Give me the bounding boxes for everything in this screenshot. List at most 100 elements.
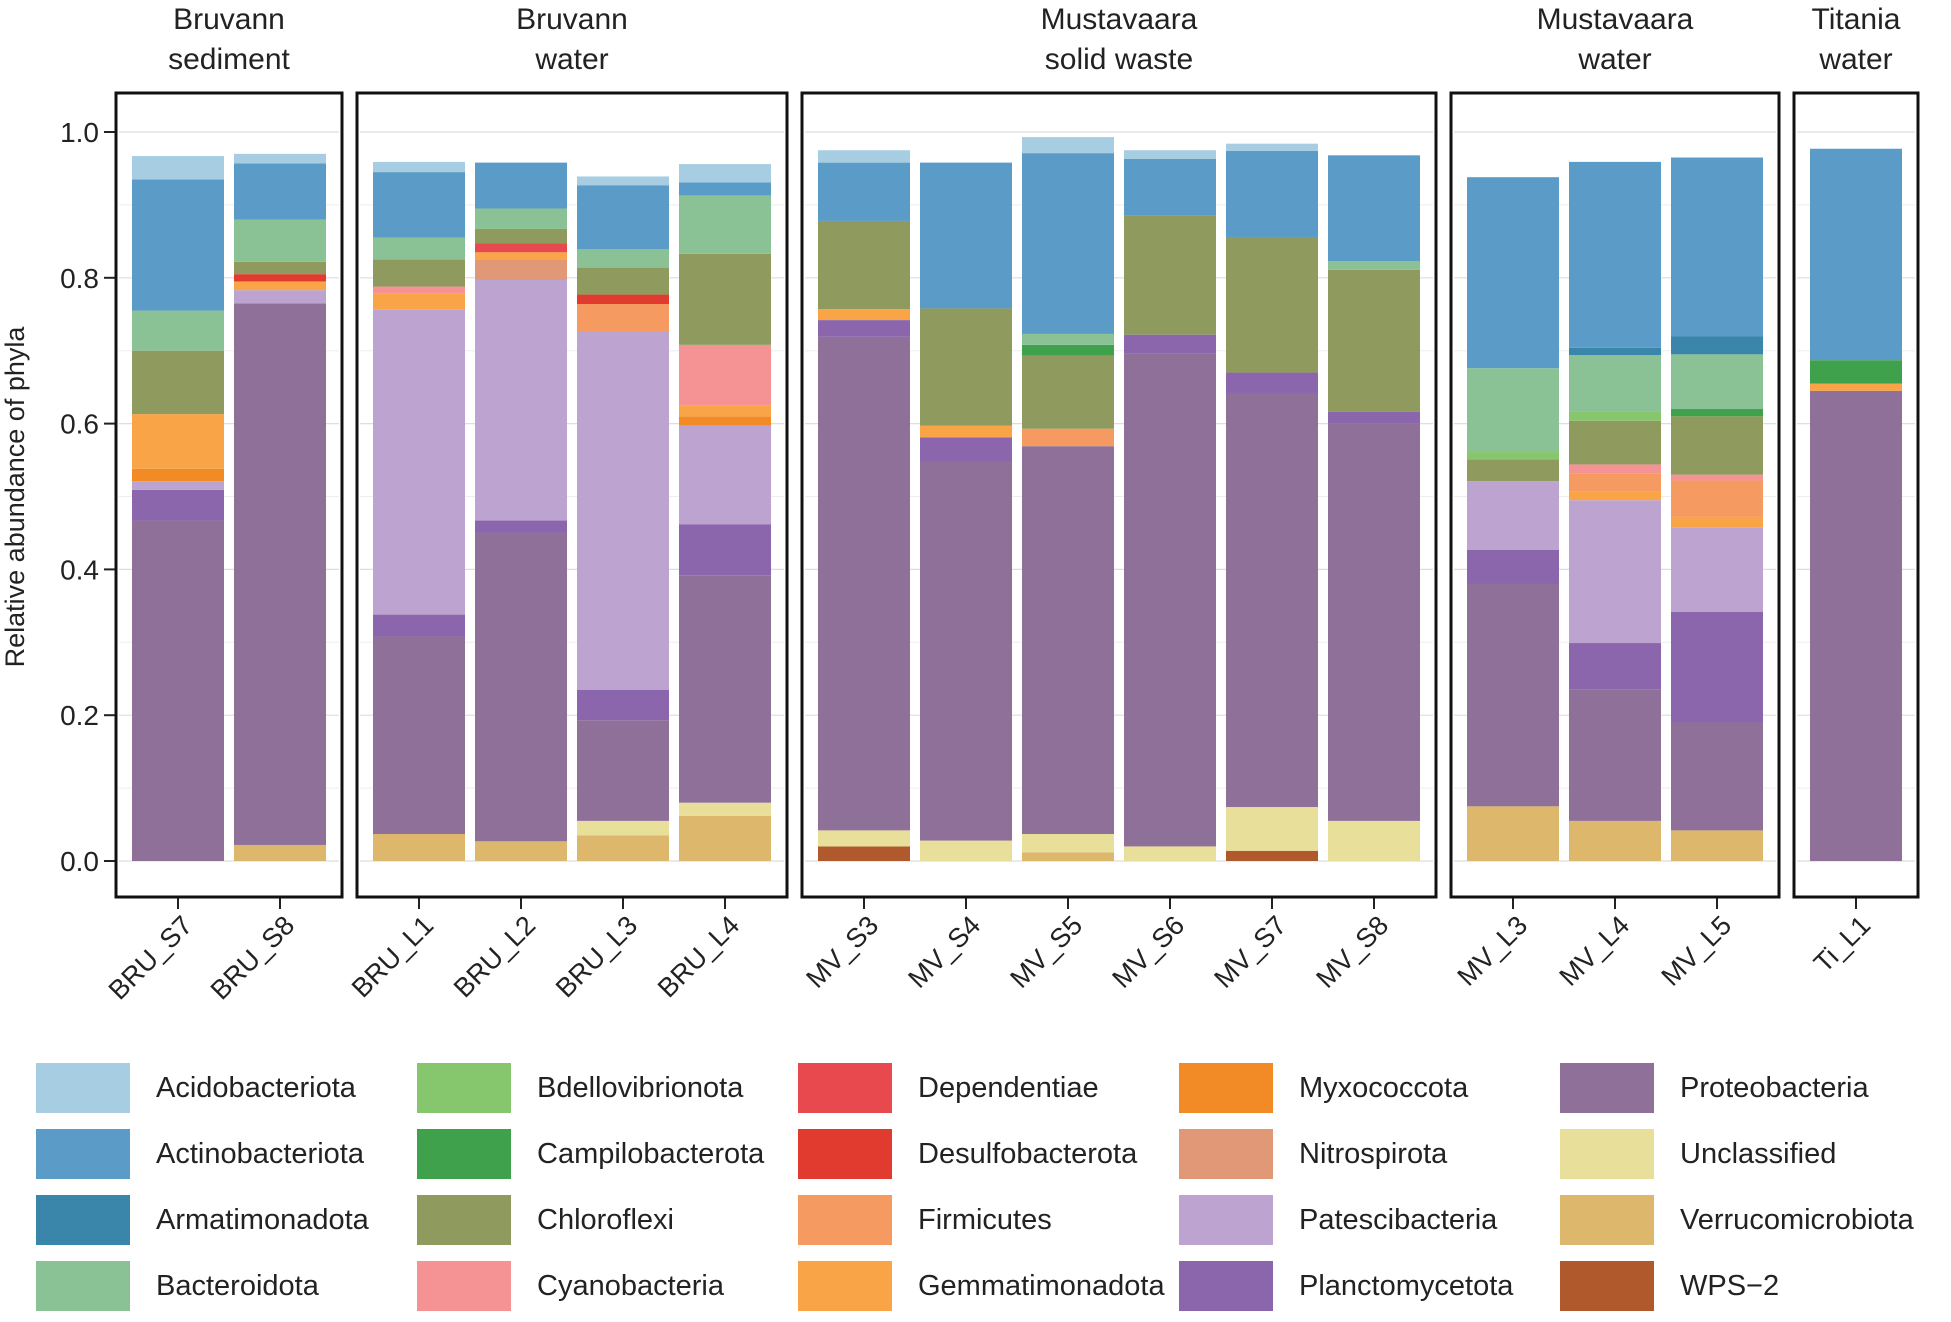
- bar-segment-bacteroidota: [475, 208, 567, 229]
- bar-segment-gemmatimonadota: [1569, 491, 1661, 501]
- panel-1: Bruvann water BRU_L1 BRU_L2 BRU_L3 BRU_L4: [346, 3, 789, 1003]
- bar-segment-bacteroidota: [1328, 261, 1420, 270]
- bar-segment-unclassified: [679, 802, 771, 816]
- legend-swatch: [417, 1195, 511, 1245]
- panel-3: Mustavaara water MV_L3 MV_L4 MV_L5: [1449, 3, 1781, 992]
- panel-frame: [800, 91, 1438, 899]
- bar-segment-planctomycetota: [373, 614, 465, 637]
- bar-segment-proteobacteria: [1467, 583, 1559, 807]
- panel-title: sediment: [168, 43, 290, 76]
- legend-swatch: [417, 1063, 511, 1113]
- x-tick-label: MV_S8: [1310, 910, 1394, 994]
- bar-segment-acidobacteriota: [234, 153, 326, 164]
- bar-segment-myxococcota: [679, 416, 771, 426]
- bar-segment-verrucomicrobiota: [577, 835, 669, 861]
- bar-segment-planctomycetota: [1328, 411, 1420, 424]
- legend: Acidobacteriota Actinobacteriota Armatimon…: [36, 1055, 1951, 1320]
- panel-title: water: [1577, 43, 1651, 76]
- legend-label: Acidobacteriota: [156, 1071, 356, 1104]
- bar-segment-proteobacteria: [373, 636, 465, 835]
- bar-segment-campilobacterota: [1022, 344, 1114, 356]
- bar-segment-proteobacteria: [1226, 392, 1318, 808]
- legend-label: Actinobacteriota: [156, 1137, 364, 1170]
- legend-item: Desulfobacterota: [798, 1121, 1179, 1187]
- x-tick-label: MV_S4: [902, 910, 986, 994]
- legend-swatch: [798, 1129, 892, 1179]
- legend-item: Bdellovibrionota: [417, 1055, 798, 1121]
- bar-segment-patescibacteria: [1467, 481, 1559, 550]
- bar-segment-bacteroidota: [373, 237, 465, 260]
- bar-segment-acidobacteriota: [1022, 137, 1114, 154]
- legend-label: Gemmatimonadota: [918, 1269, 1165, 1302]
- bar-segment-gemmatimonadota: [234, 281, 326, 291]
- legend-item: WPS−2: [1560, 1253, 1941, 1319]
- bar-segment-proteobacteria: [1124, 353, 1216, 847]
- legend-swatch: [36, 1129, 130, 1179]
- bar-segment-actinobacteriota: [1810, 148, 1902, 361]
- y-axis-label: Relative abundance of phyla: [0, 326, 30, 668]
- y-tick-label: 0.6: [60, 409, 99, 440]
- x-tick-label: BRU_L4: [652, 910, 745, 1003]
- legend-label: Unclassified: [1680, 1137, 1837, 1170]
- x-tick-label: MV_S6: [1106, 910, 1190, 994]
- panel-frame: [1792, 91, 1920, 899]
- bar-segment-planctomycetota: [1569, 643, 1661, 690]
- x-tick-label: MV_S3: [800, 910, 884, 994]
- bar-segment-actinobacteriota: [475, 162, 567, 209]
- bar-segment-proteobacteria: [818, 336, 910, 831]
- legend-swatch: [1179, 1261, 1273, 1311]
- x-tick-label: MV_S7: [1208, 910, 1292, 994]
- panel-title: water: [534, 43, 608, 76]
- bar-segment-acidobacteriota: [818, 150, 910, 163]
- bar-segment-verrucomicrobiota: [373, 834, 465, 861]
- legend-swatch: [798, 1195, 892, 1245]
- bar-segment-verrucomicrobiota: [1022, 852, 1114, 861]
- bar-segment-gemmatimonadota: [1671, 516, 1763, 528]
- legend-item: Unclassified: [1560, 1121, 1941, 1187]
- bar-segment-gemmatimonadota: [373, 293, 465, 310]
- bar-segment-bacteroidota: [1671, 354, 1763, 410]
- bar-segment-acidobacteriota: [1226, 143, 1318, 151]
- bar-segment-proteobacteria: [679, 575, 771, 803]
- legend-label: Planctomycetota: [1299, 1269, 1514, 1302]
- bar-segment-actinobacteriota: [577, 185, 669, 250]
- stacked-bar-chart: Relative abundance of phyla 0.0 0.2 0.4 0.6 0…: [0, 3, 1920, 1006]
- bar-segment-planctomycetota: [818, 320, 910, 337]
- legend-item: Verrucomicrobiota: [1560, 1187, 1941, 1253]
- bar-segment-chloroflexi: [132, 350, 224, 415]
- bar-segment-actinobacteriota: [1569, 161, 1661, 348]
- bar-segment-patescibacteria: [1671, 527, 1763, 612]
- legend-swatch: [417, 1129, 511, 1179]
- legend-label: Chloroflexi: [537, 1203, 674, 1236]
- legend-label: Myxococcota: [1299, 1071, 1469, 1104]
- bar-segment-chloroflexi: [1328, 269, 1420, 412]
- legend-swatch: [798, 1063, 892, 1113]
- bar-segment-nitrospirota: [475, 259, 567, 280]
- legend-swatch: [36, 1063, 130, 1113]
- bar-segment-acidobacteriota: [373, 161, 465, 173]
- panel-title: Bruvann: [516, 3, 628, 36]
- bar-segment-unclassified: [1124, 846, 1216, 861]
- bar-segment-actinobacteriota: [1671, 157, 1763, 337]
- bar-segment-gemmatimonadota: [920, 425, 1012, 438]
- bar-segment-bdellovibrionota: [1569, 411, 1661, 421]
- panel-frame: [355, 91, 789, 899]
- x-tick-label: Ti_L1: [1808, 910, 1876, 978]
- legend-item: Nitrospirota: [1179, 1121, 1560, 1187]
- bar-segment-unclassified: [1022, 834, 1114, 853]
- bar-segment-wps-2: [1226, 850, 1318, 861]
- legend-swatch: [36, 1195, 130, 1245]
- bar-segment-gemmatimonadota: [475, 252, 567, 260]
- panel-title: water: [1818, 43, 1892, 76]
- bar-segment-actinobacteriota: [818, 162, 910, 221]
- bar-segment-cyanobacteria: [373, 286, 465, 294]
- bar-segment-proteobacteria: [132, 520, 224, 861]
- bar-segment-planctomycetota: [1124, 334, 1216, 354]
- legend-swatch: [1560, 1129, 1654, 1179]
- bar-segment-unclassified: [1226, 807, 1318, 851]
- legend-item: Campilobacterota: [417, 1121, 798, 1187]
- bar-segment-actinobacteriota: [234, 163, 326, 220]
- bar-segment-cyanobacteria: [679, 344, 771, 406]
- legend-swatch: [1560, 1063, 1654, 1113]
